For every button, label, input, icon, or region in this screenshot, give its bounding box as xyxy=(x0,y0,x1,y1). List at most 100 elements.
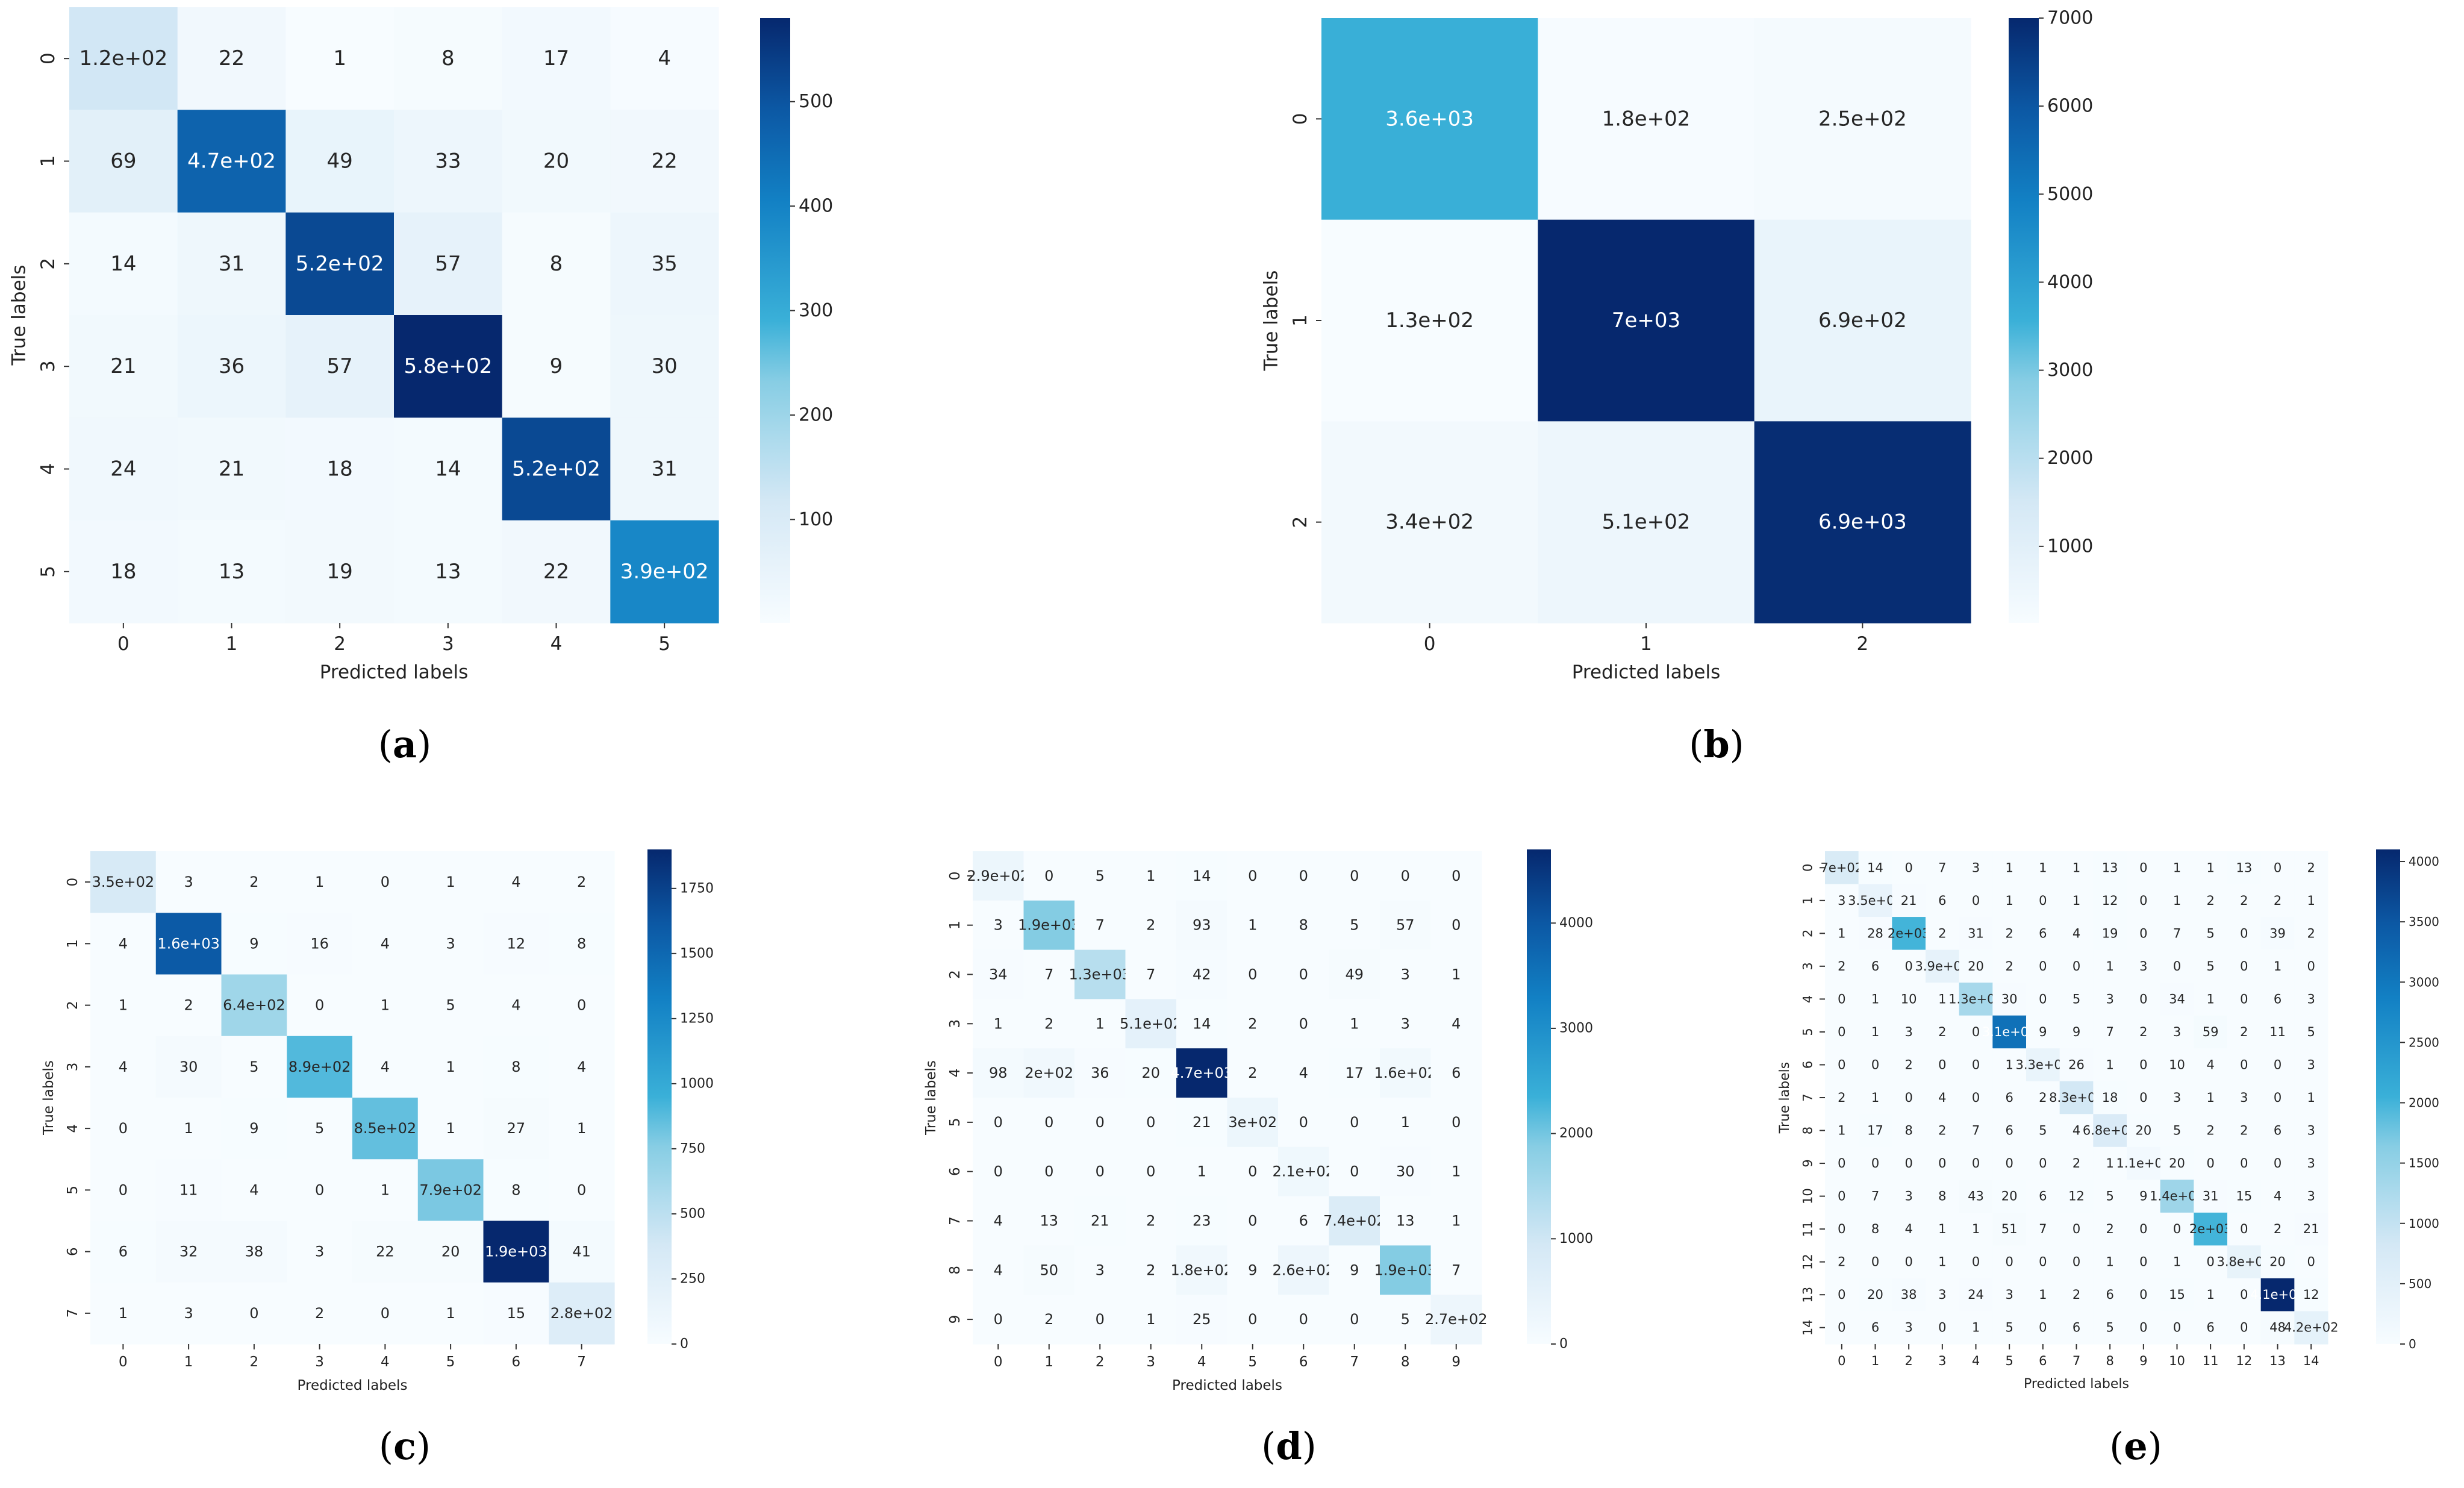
heatmap-cell xyxy=(1023,1295,1075,1345)
cell-value-label: 0 xyxy=(577,997,586,1014)
cell-value-label: 14 xyxy=(435,457,461,481)
heatmap-cell xyxy=(417,974,484,1037)
heatmap-cell xyxy=(287,974,353,1037)
heatmap-cell xyxy=(2026,884,2060,917)
heatmap-cell xyxy=(2059,1212,2094,1246)
heatmap-cell xyxy=(1926,884,1960,917)
cell-value-label: 1 xyxy=(446,1058,455,1075)
cell-value-label: 0 xyxy=(2173,1321,2181,1335)
heatmap-cell xyxy=(2026,1048,2060,1082)
heatmap-cell xyxy=(1858,1146,1892,1180)
heatmap-cell xyxy=(1321,219,1538,422)
heatmap-cell xyxy=(2194,1048,2228,1082)
cell-value-label: 1 xyxy=(1452,966,1461,983)
cell-value-label: 50 xyxy=(1040,1261,1058,1278)
y-tick-label: 4 xyxy=(947,1069,963,1078)
heatmap-cell xyxy=(2260,851,2295,885)
cell-value-label: 3 xyxy=(1838,893,1845,908)
cell-value-label: 5.1e+02 xyxy=(1120,1015,1182,1032)
heatmap-cell xyxy=(1754,421,1971,624)
cell-value-label: 6 xyxy=(2274,992,2282,1006)
x-tick-label: 4 xyxy=(551,633,563,655)
heatmap-cell xyxy=(1959,983,1993,1016)
cell-value-label: 4 xyxy=(511,997,520,1014)
cell-value-label: 1 xyxy=(577,1120,586,1137)
x-tick-label: 2 xyxy=(1856,633,1868,655)
heatmap-cell xyxy=(2160,1146,2194,1180)
cell-value-label: 0 xyxy=(2274,860,2282,875)
cell-value-label: 3 xyxy=(2005,1287,2013,1302)
heatmap-cell xyxy=(610,212,719,316)
heatmap-cell xyxy=(2194,1114,2228,1148)
cell-value-label: 0 xyxy=(1972,893,1980,908)
x-tick-label: 10 xyxy=(2169,1354,2185,1368)
heatmap-cell xyxy=(1892,1311,1926,1345)
cell-value-label: 0 xyxy=(1938,1057,1946,1072)
heatmap-cell xyxy=(1959,1114,1993,1148)
colorbar-tick-label: 1000 xyxy=(1559,1231,1593,1246)
heatmap-cell xyxy=(1176,1098,1228,1148)
cell-value-label: 0 xyxy=(2274,1057,2282,1072)
cell-value-label: 1 xyxy=(2307,893,2315,908)
cell-value-label: 0 xyxy=(1146,1114,1155,1131)
cell-value-label: 0 xyxy=(1871,1057,1879,1072)
heatmap-cell xyxy=(1825,884,1859,917)
cell-value-label: 0 xyxy=(1904,1255,1912,1269)
colorbar-tick-label: 3000 xyxy=(2047,360,2093,381)
x-tick-label: 7 xyxy=(577,1354,586,1370)
heatmap-cell xyxy=(1278,949,1330,999)
heatmap-cell xyxy=(1825,1278,1859,1312)
heatmap-cell xyxy=(155,1221,222,1283)
cell-value-label: 42 xyxy=(1193,966,1211,983)
cell-value-label: 0 xyxy=(1044,867,1053,884)
cell-value-label: 93 xyxy=(1193,917,1211,934)
cell-value-label: 15 xyxy=(2169,1287,2185,1302)
cell-value-label: 10 xyxy=(2169,1057,2185,1072)
y-tick-label: 10 xyxy=(1801,1188,1815,1204)
heatmap-cell xyxy=(2294,1081,2328,1114)
cell-value-label: 3 xyxy=(2307,1156,2315,1171)
heatmap-cell xyxy=(287,1159,353,1222)
cell-value-label: 2 xyxy=(1044,1015,1053,1032)
heatmap-cell xyxy=(2160,1278,2194,1312)
cell-value-label: 14 xyxy=(1193,1015,1211,1032)
cell-value-label: 2 xyxy=(577,874,586,890)
cell-value-label: 1.6e+02 xyxy=(1374,1064,1436,1081)
cell-value-label: 49 xyxy=(327,149,353,173)
cell-value-label: 0 xyxy=(2039,959,2047,974)
heatmap-cell xyxy=(1125,851,1177,901)
heatmap-cell xyxy=(483,1159,549,1222)
heatmap-cell xyxy=(502,417,611,521)
caption-a: (a) xyxy=(378,722,432,766)
heatmap-cell xyxy=(610,315,719,418)
cell-value-label: 0 xyxy=(2139,1090,2147,1105)
heatmap-cell xyxy=(2093,917,2127,951)
heatmap-cell xyxy=(1538,219,1755,422)
cell-value-label: 0 xyxy=(1248,966,1257,983)
heatmap-cell xyxy=(1858,1311,1892,1345)
cell-value-label: 12 xyxy=(507,935,526,952)
cell-value-label: 7 xyxy=(2039,1222,2047,1236)
heatmap-cell xyxy=(69,212,178,316)
cell-value-label: 0 xyxy=(1350,867,1359,884)
x-tick-label: 0 xyxy=(994,1354,1003,1370)
cell-value-label: 7 xyxy=(1044,966,1053,983)
heatmap-cell xyxy=(417,851,484,913)
colorbar-tick-label: 1750 xyxy=(680,881,714,896)
heatmap-cell xyxy=(221,1036,287,1098)
cell-value-label: 8 xyxy=(1938,1189,1946,1204)
cell-value-label: 8 xyxy=(577,935,586,952)
heatmap-cell xyxy=(155,1098,222,1160)
cell-value-label: 0 xyxy=(1838,1025,1845,1039)
y-tick-label: 1 xyxy=(37,155,59,167)
cell-value-label: 3 xyxy=(446,935,455,952)
heatmap-cell xyxy=(1538,18,1755,220)
colorbar-tick-label: 750 xyxy=(680,1141,705,1156)
heatmap-cell xyxy=(1329,1196,1380,1246)
cell-value-label: 9 xyxy=(2039,1025,2047,1039)
cell-value-label: 0 xyxy=(2073,1222,2080,1236)
heatmap-cell xyxy=(1992,1245,2027,1279)
cell-value-label: 1 xyxy=(446,1305,455,1322)
cell-value-label: 13 xyxy=(2102,860,2118,875)
